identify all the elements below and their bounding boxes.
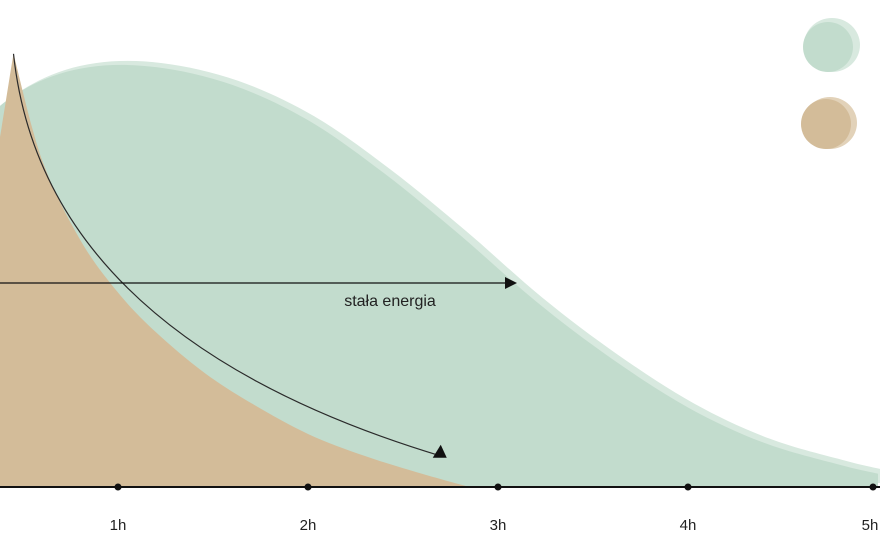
- decline-arrow-line: [12, 53, 442, 457]
- x-tick-3h: [494, 483, 502, 491]
- x-tick-1h: [114, 483, 122, 491]
- x-tick-label-2h: 2h: [300, 517, 317, 534]
- legend-swatch-green: [803, 22, 853, 72]
- x-tick-label-3h: 3h: [490, 517, 507, 534]
- x-tick-label-4h: 4h: [680, 517, 697, 534]
- tan-area: [0, 53, 470, 487]
- x-tick-5h: [869, 483, 877, 491]
- green-area: [0, 64, 878, 487]
- decline-arrowhead: [432, 444, 447, 458]
- legend-swatch-tan: [801, 99, 851, 149]
- stala-energia-label: stała energia: [344, 293, 436, 310]
- x-tick-label-5h: 5h: [862, 517, 879, 534]
- x-tick-2h: [304, 483, 312, 491]
- x-tick-4h: [684, 483, 692, 491]
- x-tick-label-1h: 1h: [110, 517, 127, 534]
- stala-energia-arrowhead-right: [505, 277, 517, 289]
